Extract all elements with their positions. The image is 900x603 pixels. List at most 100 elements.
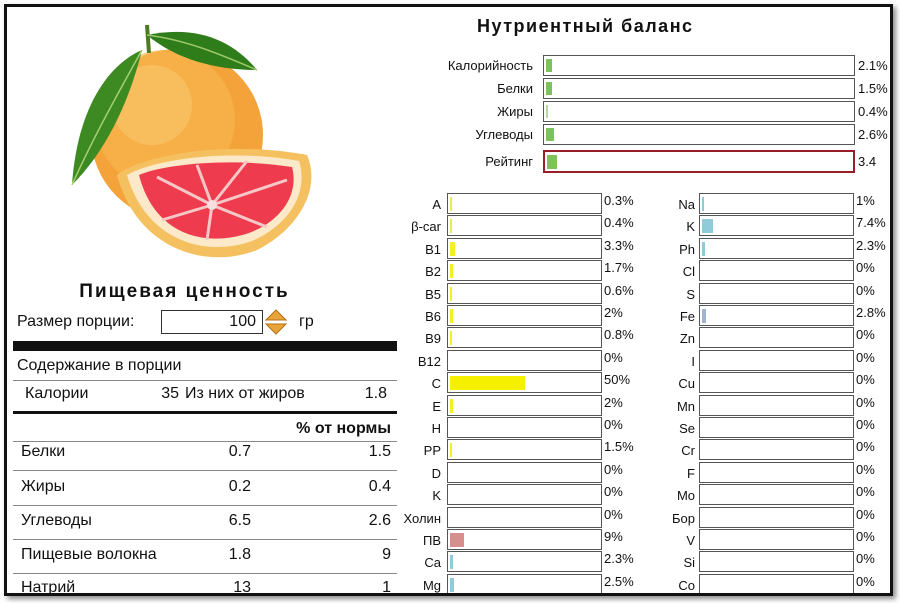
mineral-label: Ph xyxy=(679,241,695,257)
nutrient-amount: 1.8 xyxy=(228,546,251,563)
mineral-row: Se 0% xyxy=(7,417,890,438)
vitamin-percent: 0.6% xyxy=(604,282,634,298)
vitamin-percent: 2% xyxy=(604,394,623,410)
divider-medium xyxy=(13,411,397,414)
nutrient-amount: 13 xyxy=(233,579,251,596)
fat-calories-label: Из них от жиров xyxy=(185,385,305,402)
mineral-percent: 0% xyxy=(856,282,875,298)
mineral-percent: 0% xyxy=(856,439,875,455)
mineral-percent: 0% xyxy=(856,349,875,365)
vitamin-percent: 0% xyxy=(604,349,623,365)
vitamin-label: B9 xyxy=(425,331,441,347)
vitamin-label: Mg xyxy=(422,577,441,593)
vitamin-bar xyxy=(447,417,602,438)
mineral-bar xyxy=(699,237,854,259)
mineral-percent: 0% xyxy=(856,484,875,500)
mineral-label: Cr xyxy=(681,443,695,459)
divider xyxy=(13,573,397,574)
vitamin-percent: 0% xyxy=(604,461,623,477)
vitamin-bar xyxy=(447,529,602,550)
mineral-row: Cr 0% xyxy=(7,439,890,461)
vitamin-label: Ca xyxy=(424,555,441,571)
vitamin-bar-fill xyxy=(450,219,452,234)
calories-value: 35 xyxy=(161,385,179,402)
mineral-label: Cu xyxy=(678,376,695,392)
divider-thick xyxy=(13,341,397,351)
balance-percent: 2.1% xyxy=(858,58,888,73)
arrow-down-icon[interactable] xyxy=(265,323,287,335)
vitamin-bar xyxy=(447,551,602,573)
mineral-percent: 0% xyxy=(856,372,875,388)
vitamin-label: B6 xyxy=(425,309,441,324)
vitamin-label: Холин xyxy=(403,510,442,526)
mineral-bar xyxy=(699,282,854,304)
portion-label: Размер порции: xyxy=(17,313,135,330)
mineral-row: I 0% xyxy=(7,349,890,371)
vitamin-bar xyxy=(447,193,602,214)
balance-percent: 3.4 xyxy=(858,154,877,169)
vitamin-row: B2 1.7% xyxy=(7,260,890,282)
vitamin-bar xyxy=(447,439,602,461)
nutrient-name: Жиры xyxy=(21,478,66,495)
portion-spinner[interactable] xyxy=(265,309,287,335)
mineral-bar xyxy=(699,260,854,282)
portion-input[interactable]: 100 xyxy=(161,310,263,334)
balance-bar xyxy=(543,55,855,76)
vitamin-bar-fill xyxy=(450,376,525,391)
vitamin-bar xyxy=(447,506,602,528)
mineral-bar xyxy=(699,439,854,461)
mineral-row: F 0% xyxy=(7,461,890,483)
divider xyxy=(13,380,397,381)
vitamin-percent: 0.3% xyxy=(604,193,634,208)
vitamin-bar-fill xyxy=(450,443,452,458)
balance-row: Белки 1.5% xyxy=(407,78,890,100)
mineral-percent: 7.4% xyxy=(856,215,886,231)
vitamin-label: B1 xyxy=(425,241,441,257)
nutrition-title: Пищевая ценность xyxy=(79,281,290,302)
divider xyxy=(13,441,397,442)
divider xyxy=(13,505,397,506)
nutrient-percent: 9 xyxy=(382,546,391,563)
mineral-row: Na 1% xyxy=(7,193,890,214)
mineral-percent: 2.3% xyxy=(856,237,886,253)
nutrient-percent: 2.6 xyxy=(368,512,391,529)
vitamin-row: B9 0.8% xyxy=(7,327,890,349)
vitamin-row: Ca 2.3% xyxy=(7,551,890,573)
vitamin-label: PP xyxy=(423,443,441,459)
arrow-up-icon[interactable] xyxy=(265,309,287,321)
mineral-row: V 0% xyxy=(7,529,890,550)
balance-row: Рейтинг 3.4 xyxy=(407,150,890,173)
mineral-percent: 0% xyxy=(856,417,875,432)
portion-row: Размер порции: 100 гр xyxy=(17,309,314,335)
vitamin-row: K 0% xyxy=(7,484,890,506)
vitamin-bar xyxy=(447,327,602,349)
vitamin-percent: 3.3% xyxy=(604,237,634,253)
vitamin-row: B5 0.6% xyxy=(7,282,890,304)
vitamin-row: E 2% xyxy=(7,394,890,416)
vitamin-bar xyxy=(447,394,602,416)
mineral-percent: 0% xyxy=(856,573,875,589)
vitamin-bar-fill xyxy=(450,398,453,413)
vitamin-label: H xyxy=(431,421,441,436)
mineral-bar xyxy=(699,529,854,550)
mineral-label: F xyxy=(687,465,695,481)
mineral-row: Mo 0% xyxy=(7,484,890,506)
mineral-bar xyxy=(699,484,854,506)
nutrient-row: Белки 0.7 1.5 xyxy=(21,443,391,465)
vitamin-bar xyxy=(447,372,602,394)
vitamin-row: B12 0% xyxy=(7,349,890,371)
mineral-percent: 0% xyxy=(856,506,875,522)
mineral-bar-fill xyxy=(702,241,705,256)
mineral-row: Si 0% xyxy=(7,551,890,573)
vitamin-percent: 2.5% xyxy=(604,573,634,589)
balance-bar-fill xyxy=(547,155,557,169)
vitamin-bar xyxy=(447,484,602,506)
mineral-bar xyxy=(699,349,854,371)
mineral-row: Co 0% xyxy=(7,573,890,593)
vitamin-row: Холин 0% xyxy=(7,506,890,528)
mineral-percent: 0% xyxy=(856,529,875,544)
mineral-bar xyxy=(699,506,854,528)
vitamin-percent: 0.4% xyxy=(604,215,634,231)
vitamin-bar xyxy=(447,282,602,304)
balance-bar-fill xyxy=(546,105,548,118)
